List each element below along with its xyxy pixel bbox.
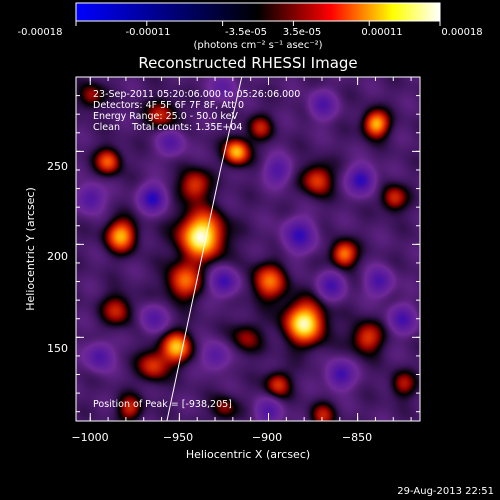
colorbar-tick-label-4: 0.00011 <box>361 27 402 38</box>
y-tick-label-2: 250 <box>47 160 68 173</box>
colorbar-tick-label-3: 3.5e-05 <box>283 27 321 38</box>
x-tick-label-1: −950 <box>163 431 193 444</box>
colorbar-ticks <box>75 21 441 26</box>
y-axis-label: Heliocentric Y (arcsec) <box>24 187 37 311</box>
chart-title: Reconstructed RHESSI Image <box>138 54 357 72</box>
info-clean-counts: Clean Total counts: 1.35E+04 <box>93 122 242 133</box>
footer-date: 29-Aug-2013 22:51 <box>397 486 494 497</box>
y-tick-label-0: 150 <box>47 342 68 355</box>
peak-position-label: Position of Peak = [-938,205] <box>93 399 232 410</box>
axis-ticks <box>76 76 420 421</box>
x-axis-label: Heliocentric X (arcsec) <box>186 448 310 461</box>
x-tick-label-0: −1000 <box>71 431 108 444</box>
x-tick-label-3: −850 <box>342 431 372 444</box>
solar-limb-line <box>166 77 243 421</box>
colorbar-tick-label-0: -0.00018 <box>18 27 63 38</box>
info-detectors: Detectors: 4F 5F 6F 7F 8F, Att 0 <box>93 100 244 111</box>
colorbar <box>75 2 441 22</box>
info-time-range: 23-Sep-2011 05:20:06.000 to 05:26:06.000 <box>93 89 300 100</box>
x-tick-label-2: −900 <box>252 431 282 444</box>
colorbar-tick-label-5: 0.00018 <box>441 27 482 38</box>
colorbar-unit-label: (photons cm⁻² s⁻¹ asec⁻²) <box>193 40 322 51</box>
y-tick-label-1: 200 <box>47 250 68 263</box>
plot-frame <box>75 76 421 422</box>
colorbar-tick-label-1: -0.00011 <box>126 27 171 38</box>
colorbar-tick-label-2: -3.5e-05 <box>225 27 267 38</box>
info-energy-range: Energy Range: 25.0 - 50.0 keV <box>93 111 238 122</box>
heatmap-image <box>76 77 420 421</box>
